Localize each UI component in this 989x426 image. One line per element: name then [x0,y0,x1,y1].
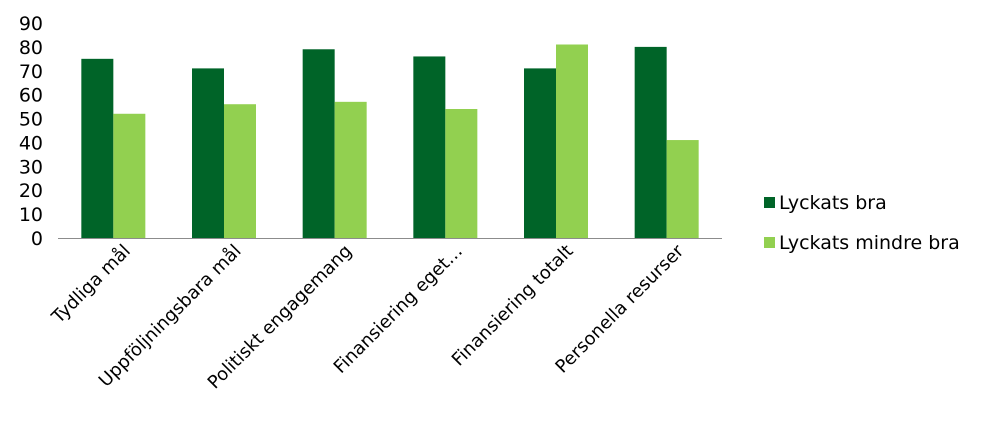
bar-lyckats-mindre-bra [224,104,256,238]
bar-lyckats-mindre-bra [445,109,478,238]
bar-lyckats-mindre-bra [556,44,588,238]
legend-label: Lyckats bra [779,192,887,214]
y-tick-label: 30 [19,156,43,178]
bar-lyckats-mindre-bra [113,113,146,238]
legend: Lyckats bra Lyckats mindre bra [764,192,960,254]
y-tick-label: 50 [19,109,43,131]
bar-lyckats-bra [634,46,667,239]
bar-lyckats-bra [302,49,335,239]
bar-lyckats-bra [192,68,224,238]
y-tick-label: 70 [19,61,43,83]
bar-lyckats-mindre-bra [666,140,699,238]
legend-swatch [764,237,775,248]
y-tick-label: 0 [31,228,43,250]
legend-label: Lyckats mindre bra [779,232,960,254]
y-tick-label: 80 [19,37,43,59]
legend-swatch [764,197,775,208]
y-tick-label: 60 [19,85,43,107]
bar-lyckats-bra [413,56,446,238]
bar-lyckats-bra [524,68,556,238]
x-category-label: Finansiering totalt [448,241,578,371]
y-tick-label: 10 [19,204,43,226]
y-tick-label: 20 [19,180,43,202]
bar-lyckats-bra [81,58,114,239]
y-tick-label: 40 [19,132,43,154]
y-tick-label: 90 [19,13,43,35]
bar-lyckats-mindre-bra [334,101,367,238]
bars [81,44,699,239]
x-category-label: Tydliga mål [47,241,135,329]
